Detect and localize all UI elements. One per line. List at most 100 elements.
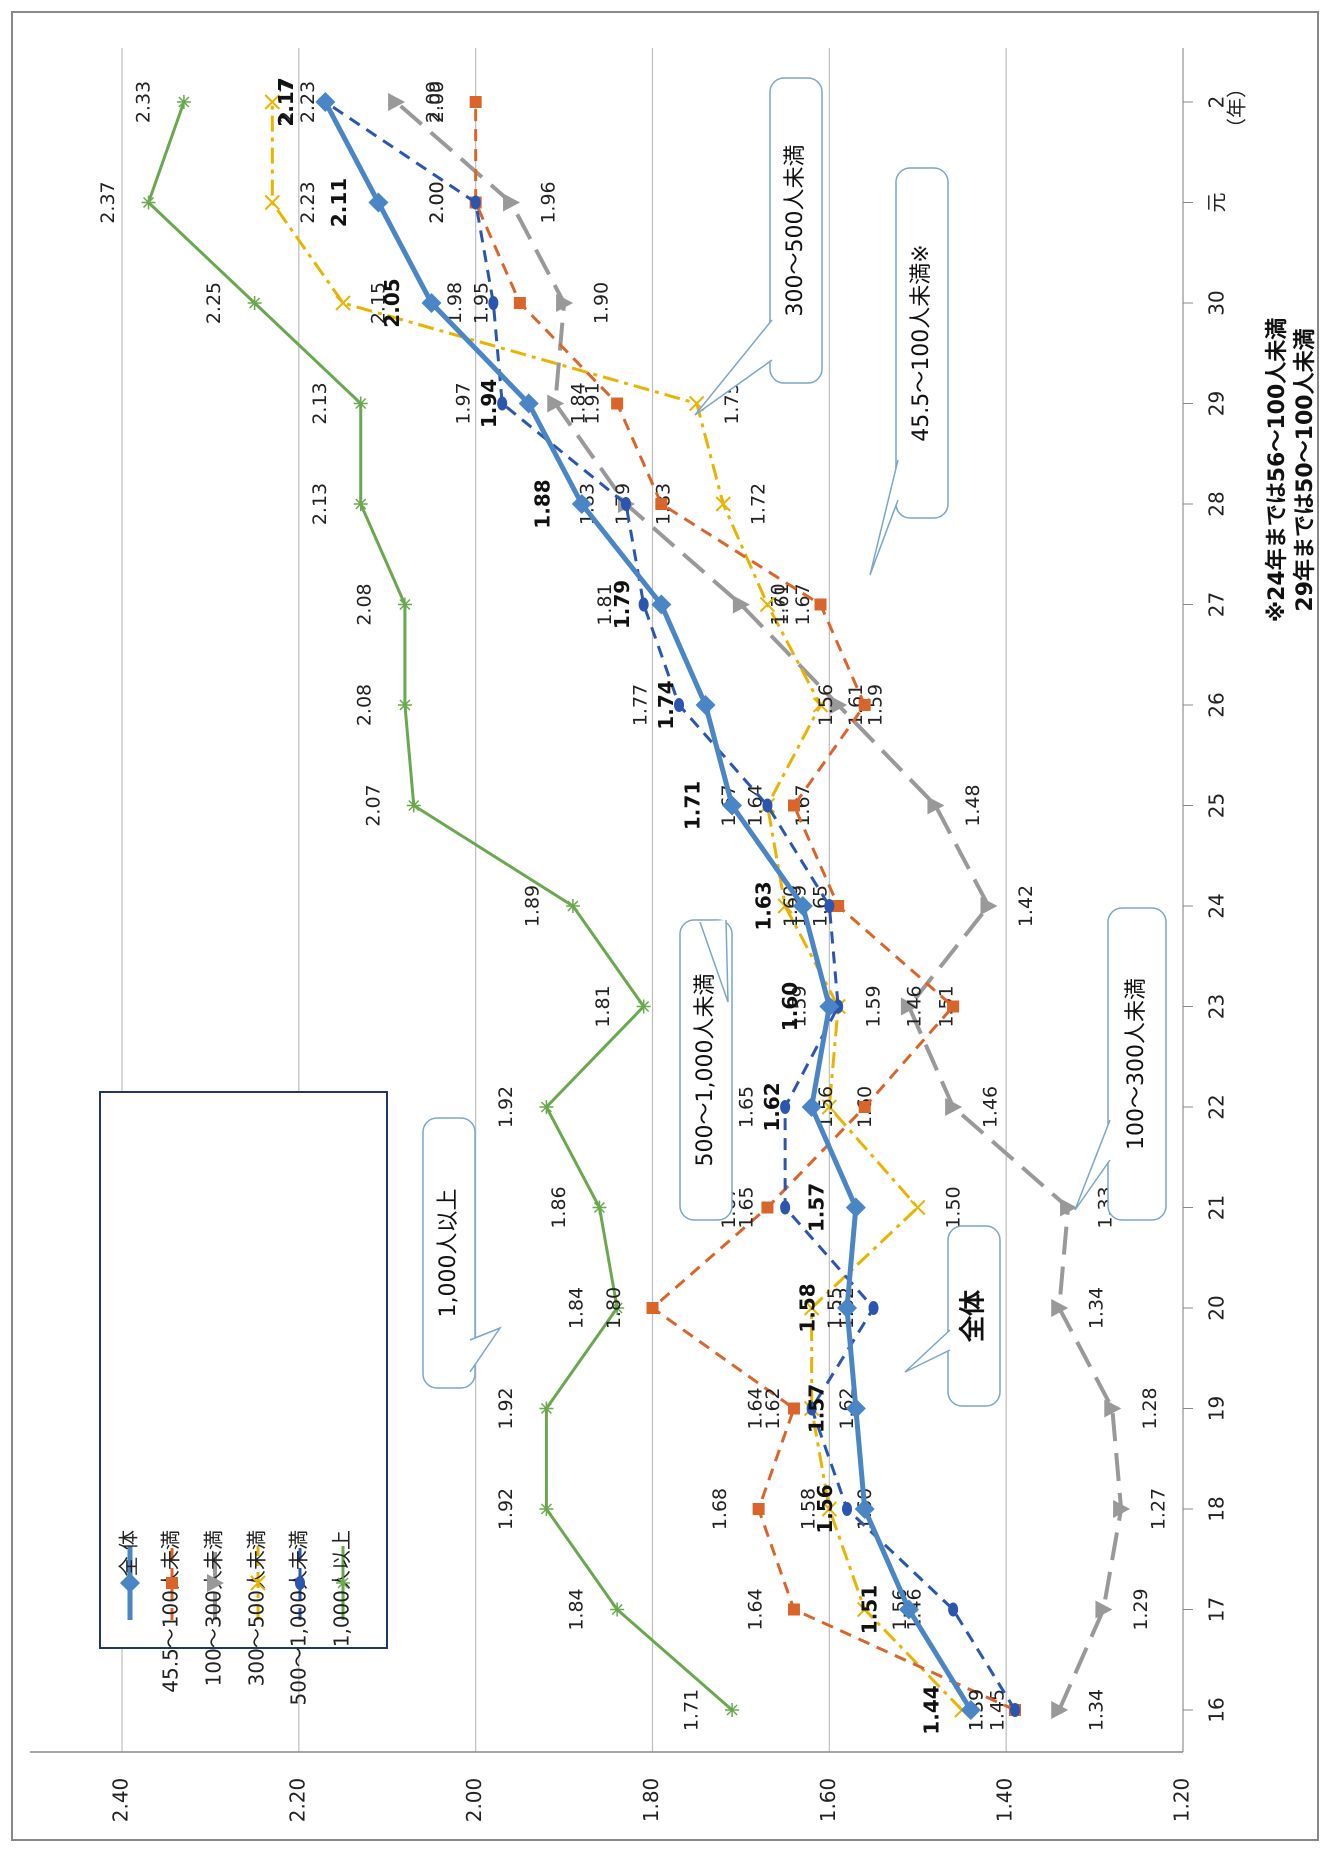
data-label-s1000: 2.07	[362, 784, 384, 826]
legend-label-s300: 300～500人未満	[245, 1530, 269, 1686]
data-label-s100: 1.34	[1086, 1287, 1108, 1329]
point-s45	[814, 598, 827, 611]
x-tick-label: 20	[1205, 1295, 1229, 1320]
x-tick-label: 2	[1205, 96, 1229, 109]
callout-box	[1107, 907, 1167, 1221]
data-label-s45: 2.00	[426, 81, 448, 123]
point-s1000	[353, 396, 368, 411]
data-label-s1000: 2.25	[203, 282, 225, 324]
legend: 全 体 45.5～100人未満 100～300人未満 300～500人未満 500～1,…	[99, 1091, 388, 1705]
point-s1000	[636, 999, 651, 1014]
legend-label-total: 全 体	[117, 1530, 141, 1576]
legend-label-s1000: 1,000人以上	[330, 1530, 354, 1647]
x-tick-label: 27	[1205, 592, 1229, 617]
point-s1000	[539, 1401, 554, 1416]
point-s45	[469, 96, 482, 108]
point-s100	[503, 193, 521, 212]
point-s45	[646, 1302, 659, 1314]
point-s500	[674, 698, 685, 712]
callout-box	[679, 919, 733, 1221]
point-s500	[620, 497, 631, 511]
y-tick-label: 1.80	[639, 1778, 663, 1823]
point-s1000	[610, 1301, 625, 1315]
data-label-total: 1.71	[681, 781, 705, 830]
point-s45	[752, 1503, 765, 1515]
data-label-s1000: 1.89	[521, 885, 543, 927]
legend-label-s100: 100～300人未満	[202, 1530, 226, 1686]
point-s500	[762, 798, 773, 813]
data-label-s300: 1.65	[810, 885, 832, 927]
point-s300	[803, 1300, 820, 1316]
data-label-total: 1.44	[919, 1685, 943, 1734]
point-total	[819, 996, 840, 1017]
point-s1000	[539, 1100, 554, 1114]
point-s300	[335, 295, 351, 311]
point-s100	[1095, 1600, 1113, 1619]
point-s100	[556, 294, 574, 312]
point-total	[854, 1499, 875, 1519]
callout-s300: 300～500人未満	[694, 77, 823, 416]
callout-s100: 100～300人未満	[1074, 907, 1167, 1221]
point-s500	[488, 296, 499, 310]
x-tick-label: 25	[1205, 793, 1229, 818]
legend-marker-s45	[166, 1577, 178, 1589]
point-total	[695, 695, 716, 715]
point-s100	[388, 93, 406, 111]
data-label-s1000: 1.86	[548, 1186, 570, 1228]
data-label-total: 1.88	[530, 479, 554, 528]
callout-box	[895, 167, 949, 519]
data-label-s100: 1.48	[962, 784, 984, 826]
x-tick-label: 24	[1205, 893, 1229, 918]
x-tick-label: 元	[1205, 193, 1229, 213]
data-label-total: 1.94	[477, 379, 501, 428]
series-total: 1.44 1.51 1.56 1.57 1.58 1.57 1.62 1.60 1.63 1.71…	[274, 77, 973, 1735]
x-unit-label: （年）	[1225, 78, 1249, 138]
point-s500	[806, 1401, 817, 1416]
callout-s45: 45.5～100人未満※	[869, 167, 949, 576]
point-s100	[945, 1098, 963, 1116]
point-s500	[948, 1602, 959, 1617]
data-label-s100: 1.96	[538, 181, 560, 223]
callout-s1000: 1,000人以上	[422, 1117, 503, 1389]
point-s300	[910, 1199, 926, 1216]
data-label-s500: 1.62	[762, 1387, 784, 1429]
point-s100	[1113, 1500, 1131, 1518]
data-label-total: 1.56	[813, 1484, 837, 1533]
point-s1000	[353, 497, 368, 511]
data-label-s1000: 2.33	[132, 81, 154, 123]
data-label-s100: 1.28	[1139, 1387, 1161, 1429]
data-label-s300: 1.45	[986, 1689, 1008, 1731]
legend-label-s500: 500～1,000人未満	[287, 1530, 311, 1705]
data-label-s500: 1.58	[798, 1488, 820, 1530]
callout-pointer	[1074, 1119, 1111, 1211]
point-s300	[759, 596, 776, 613]
point-s1000	[406, 798, 421, 813]
series-line-s100	[394, 100, 1124, 1711]
data-label-s45: 1.95	[470, 282, 492, 324]
point-s500	[1010, 1703, 1021, 1717]
data-label-s300: 1.72	[748, 483, 770, 525]
point-s45	[761, 1201, 774, 1214]
point-s1000	[397, 597, 412, 612]
x-tick-label: 30	[1205, 290, 1229, 315]
y-tick-label: 1.60	[816, 1778, 840, 1823]
point-s100	[980, 897, 998, 915]
data-label-s45: 1.46	[904, 985, 926, 1027]
callout-box	[947, 1225, 1001, 1407]
point-s45	[947, 1000, 960, 1013]
data-label-total: 1.74	[654, 680, 678, 729]
data-label-s500: 1.65	[736, 1186, 758, 1228]
callout-text-s1000: 1,000人以上	[436, 1189, 461, 1318]
point-s300	[715, 496, 731, 512]
legend-marker-total	[120, 1573, 140, 1593]
data-label-s1000: 1.92	[495, 1488, 517, 1530]
callout-pointer	[869, 459, 899, 576]
point-s45	[787, 1402, 800, 1415]
data-label-s300: 2.23	[297, 81, 319, 123]
data-label-s500: 1.77	[630, 684, 652, 726]
point-s1000	[565, 899, 580, 913]
y-tick-label: 2.40	[109, 1778, 133, 1823]
data-label-total: 1.63	[751, 881, 775, 930]
point-total	[421, 293, 442, 313]
point-s1000	[247, 296, 262, 310]
